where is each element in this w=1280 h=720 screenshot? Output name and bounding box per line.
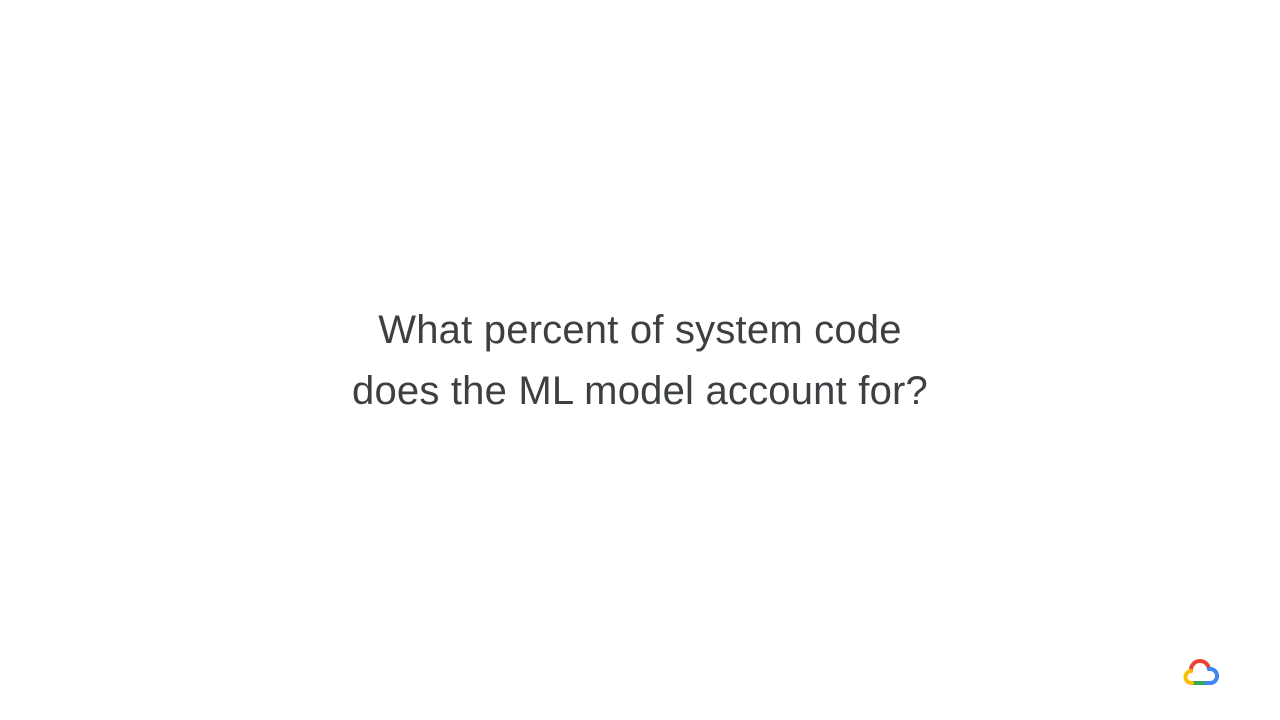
google-cloud-icon: [1181, 655, 1220, 687]
question-text: What percent of system code does the ML …: [240, 300, 1040, 422]
question-line-1: What percent of system code: [378, 308, 902, 352]
question-line-2: does the ML model account for?: [352, 369, 928, 413]
